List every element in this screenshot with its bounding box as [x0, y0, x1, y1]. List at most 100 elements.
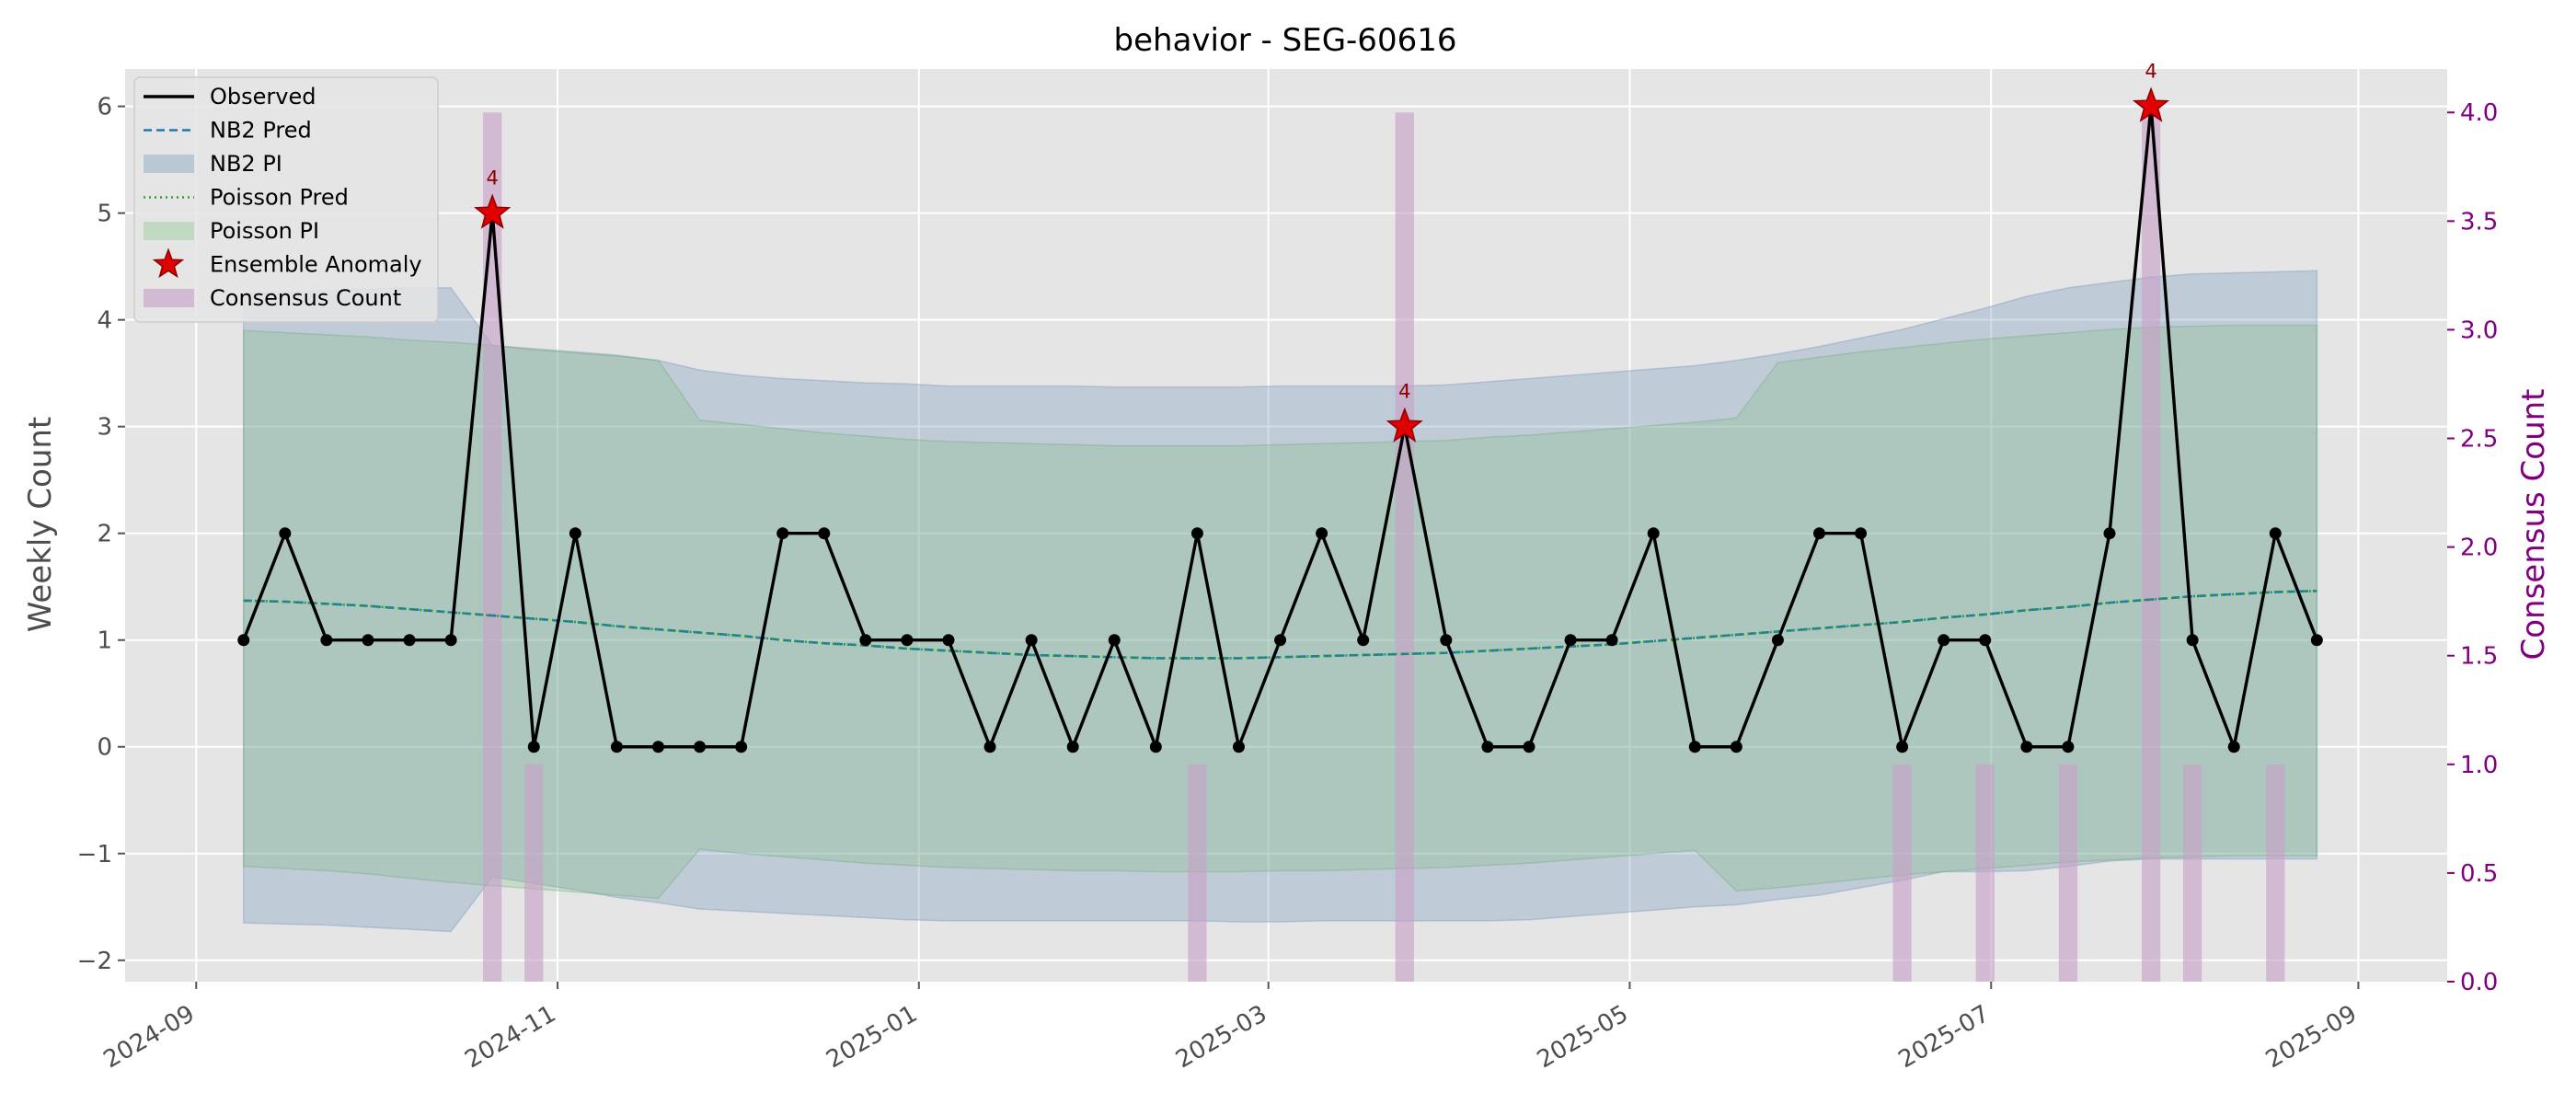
- observed-point: [735, 741, 748, 753]
- observed-point: [1357, 634, 1370, 647]
- y-tick-label: 3: [97, 414, 112, 442]
- x-tick-label: 2025-05: [1533, 1000, 1633, 1074]
- legend-box: [133, 76, 439, 323]
- x-tick-label: 2025-03: [1171, 1000, 1271, 1074]
- observed-point: [1688, 741, 1701, 753]
- y-tick-label: 4: [97, 307, 112, 335]
- observed-point: [1812, 527, 1825, 540]
- consensus-bar: [2182, 764, 2202, 982]
- y2-tick-label: 1.5: [2460, 643, 2498, 671]
- observed-point: [1605, 634, 1618, 647]
- observed-point: [1647, 527, 1660, 540]
- anomaly-star: [2132, 86, 2170, 122]
- observed-point: [2062, 741, 2075, 753]
- consensus-bar-layer: [483, 112, 2285, 982]
- consensus-bar: [2266, 764, 2285, 982]
- consensus-bar: [1395, 112, 1414, 982]
- y-tick-label: −1: [77, 841, 112, 868]
- observed-point: [1108, 634, 1121, 647]
- observed-point: [2227, 741, 2240, 753]
- observed-point: [1523, 741, 1535, 753]
- legend-label: Poisson Pred: [210, 185, 349, 211]
- legend-label: Ensemble Anomaly: [210, 252, 422, 278]
- observed-point: [1564, 634, 1577, 647]
- y-tick-label: −2: [77, 948, 112, 975]
- observed-point: [1855, 527, 1868, 540]
- legend-label: Observed: [210, 84, 316, 109]
- legend: Observed NB2 Pred NB2 PI Poisson Pred Poisso…: [133, 76, 439, 323]
- poisson-pred-line: [243, 590, 2317, 660]
- observed-point: [1066, 741, 1079, 753]
- legend-label: NB2 PI: [210, 151, 282, 177]
- anomaly-annotation: 4: [1398, 381, 1410, 403]
- observed-point: [2020, 741, 2033, 753]
- chart-title: behavior - SEG-60616: [1114, 22, 1457, 59]
- observed-point: [901, 634, 914, 647]
- legend-label: NB2 Pred: [210, 118, 312, 144]
- observed-point: [279, 527, 292, 540]
- observed-point: [1730, 741, 1742, 753]
- observed-point: [320, 634, 333, 647]
- y2-tick-label: 4.0: [2460, 99, 2498, 127]
- observed-point: [403, 634, 416, 647]
- y2-axis-label: Consensus Count: [2515, 388, 2552, 660]
- legend-swatch-anomaly: [152, 247, 185, 279]
- y2-tick-label: 2.0: [2460, 535, 2498, 562]
- observed-point: [527, 741, 540, 753]
- observed-point: [1232, 741, 1245, 753]
- observed-point: [983, 741, 996, 753]
- observed-point: [2269, 527, 2282, 540]
- consensus-bar: [483, 112, 502, 982]
- observed-point: [2310, 634, 2323, 647]
- observed-point: [569, 527, 581, 540]
- legend-swatch-band: [144, 155, 194, 173]
- observed-point: [1149, 741, 1162, 753]
- y2-tick-label: 2.5: [2460, 426, 2498, 454]
- y2-tick-label: 0.5: [2460, 860, 2498, 888]
- observed-point: [1771, 634, 1784, 647]
- y2-tick-label: 0.0: [2460, 969, 2498, 996]
- legend-label: Consensus Count: [210, 285, 401, 311]
- y2-tick-label: 3.0: [2460, 316, 2498, 344]
- observed-point: [1979, 634, 1992, 647]
- observed-point: [859, 634, 872, 647]
- legend-swatch-band: [144, 222, 194, 240]
- observed-point: [2103, 527, 2116, 540]
- nb2-pi-band: [243, 270, 2318, 933]
- anomaly-star: [1386, 407, 1423, 443]
- y-tick-label: 1: [97, 627, 112, 655]
- observed-point: [818, 527, 831, 540]
- anomaly-star: [474, 193, 512, 229]
- legend-label: Poisson PI: [210, 218, 319, 244]
- poisson-pi-band: [243, 324, 2318, 900]
- observed-point: [1938, 634, 1950, 647]
- consensus-bar: [1975, 764, 1995, 982]
- observed-point: [1896, 741, 1909, 753]
- marker-layer: 4 4 4: [237, 61, 2323, 753]
- consensus-bar: [2141, 112, 2161, 982]
- band-layer: [243, 270, 2318, 933]
- consensus-bar: [2058, 764, 2078, 982]
- observed-point: [776, 527, 789, 540]
- observed-point: [444, 634, 457, 647]
- consensus-bar: [1892, 764, 1912, 982]
- anomaly-annotation: 4: [487, 167, 499, 190]
- y-tick-label: 6: [97, 94, 112, 121]
- observed-point: [1481, 741, 1494, 753]
- x-tick-label: 2024-09: [99, 1000, 200, 1074]
- consensus-bar: [1188, 764, 1207, 982]
- observed-point: [1274, 634, 1287, 647]
- observed-point: [362, 634, 374, 647]
- observed-point: [1316, 527, 1328, 540]
- observed-point: [694, 741, 707, 753]
- consensus-bar: [524, 764, 544, 982]
- y-tick-label: 2: [97, 521, 112, 548]
- observed-point: [942, 634, 955, 647]
- x-tick-label: 2025-07: [1894, 1000, 1995, 1074]
- observed-point: [2186, 634, 2199, 647]
- x-tick-label: 2025-01: [822, 1000, 922, 1074]
- observed-point: [237, 634, 250, 647]
- x-tick-label: 2025-09: [2261, 1000, 2362, 1074]
- y2-tick-label: 3.5: [2460, 208, 2498, 236]
- observed-point: [610, 741, 623, 753]
